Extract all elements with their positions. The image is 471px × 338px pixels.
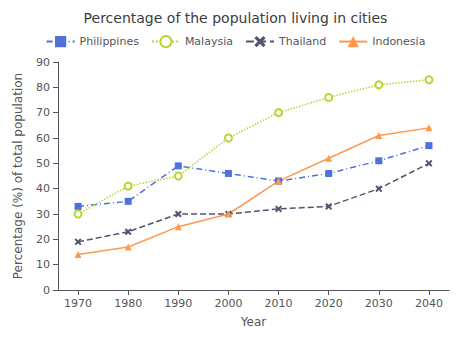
- svg-text:2030: 2030: [365, 297, 393, 310]
- svg-text:1970: 1970: [64, 297, 92, 310]
- svg-text:Indonesia: Indonesia: [372, 35, 425, 48]
- svg-text:2020: 2020: [315, 297, 343, 310]
- svg-text:2000: 2000: [214, 297, 242, 310]
- svg-text:0: 0: [43, 284, 50, 297]
- svg-text:2010: 2010: [265, 297, 293, 310]
- svg-text:Year: Year: [240, 315, 266, 329]
- svg-text:Malaysia: Malaysia: [185, 35, 233, 48]
- svg-text:50: 50: [36, 157, 50, 170]
- svg-text:Philippines: Philippines: [80, 35, 140, 48]
- svg-text:70: 70: [36, 106, 50, 119]
- svg-text:90: 90: [36, 56, 50, 69]
- svg-text:60: 60: [36, 132, 50, 145]
- svg-text:30: 30: [36, 208, 50, 221]
- svg-text:20: 20: [36, 233, 50, 246]
- svg-text:2040: 2040: [415, 297, 443, 310]
- svg-text:40: 40: [36, 182, 50, 195]
- svg-text:1980: 1980: [114, 297, 142, 310]
- svg-text:Percentage of the population l: Percentage of the population living in c…: [84, 10, 388, 26]
- svg-text:1990: 1990: [164, 297, 192, 310]
- svg-text:80: 80: [36, 81, 50, 94]
- svg-text:Percentage (%) of total popula: Percentage (%) of total population: [11, 73, 25, 279]
- svg-text:Thailand: Thailand: [278, 35, 326, 48]
- svg-text:10: 10: [36, 258, 50, 271]
